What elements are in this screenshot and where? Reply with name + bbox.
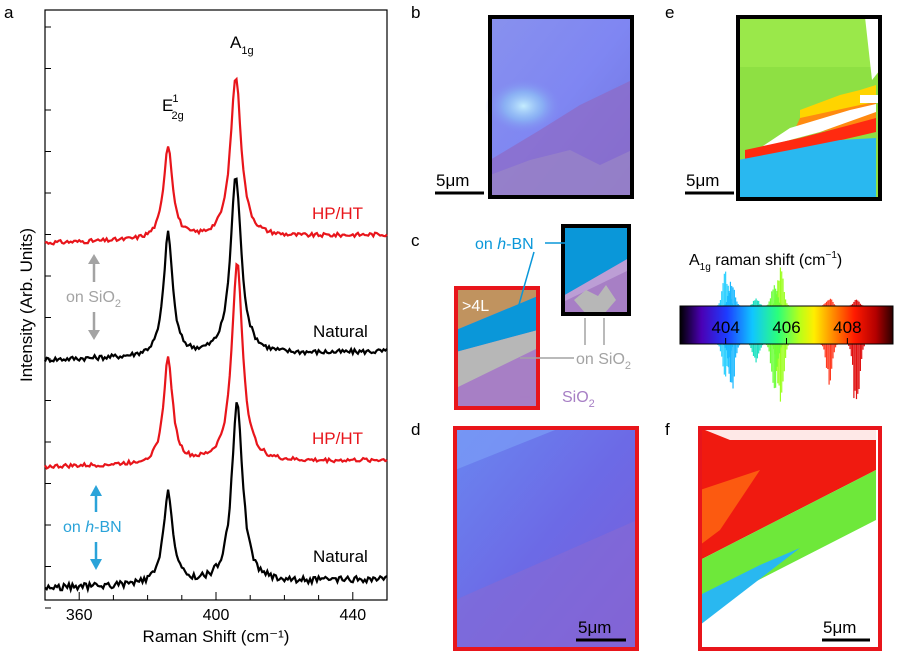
schematic-large: >4L bbox=[454, 286, 540, 410]
panel-label-e: e bbox=[665, 3, 674, 22]
series-label-hphtv-top: HP/HT bbox=[312, 204, 363, 223]
schematic-small bbox=[561, 224, 631, 316]
panel-d: d 5μm bbox=[411, 420, 639, 651]
y-axis-label: Intensity (Arb. Units) bbox=[17, 228, 36, 382]
scalebar-label-f: 5μm bbox=[823, 618, 856, 637]
y-axis-ticks bbox=[45, 26, 51, 609]
panel-label-d: d bbox=[411, 420, 420, 439]
map-f-white-top bbox=[700, 428, 876, 440]
series-label-natural-top: Natural bbox=[313, 322, 368, 341]
map-e-white-gap bbox=[760, 104, 876, 148]
peak-label-a1g: A1g bbox=[230, 33, 254, 57]
flake-lower bbox=[490, 150, 632, 197]
optical-d-band-bottom bbox=[455, 520, 637, 649]
map-f-red bbox=[700, 428, 876, 560]
annotation-on-sio2: on SiO2 bbox=[66, 254, 121, 340]
series-label-hpht-bottom: HP/HT bbox=[312, 429, 363, 448]
label-on-sio2: on SiO2 bbox=[576, 351, 631, 372]
optical-d-band-top bbox=[455, 428, 560, 470]
frame-d bbox=[453, 426, 639, 651]
colorbar-title: A1g raman shift (cm−1) bbox=[689, 250, 842, 273]
frame-b bbox=[488, 15, 634, 199]
scalebar-label-b: 5μm bbox=[436, 171, 469, 190]
panel-c: c >4L on h-BN on SiO2 SiO2 bbox=[411, 224, 631, 410]
leader-hbn-down bbox=[509, 251, 535, 337]
x-axis-label: Raman Shift (cm⁻¹) bbox=[143, 627, 290, 646]
peak-label-e2g: E1 2g bbox=[162, 93, 184, 122]
map-f-orange bbox=[700, 470, 760, 545]
spectrum-line bbox=[44, 262, 388, 470]
map-e-blank-corner bbox=[860, 95, 880, 103]
frame-e bbox=[736, 15, 882, 201]
colorbar-ticks: 404 406 408 bbox=[711, 318, 862, 344]
colorbar-tick-label: 408 bbox=[833, 318, 861, 337]
map-e-red bbox=[745, 118, 876, 162]
label-on-hbn: on h-BN bbox=[475, 236, 534, 253]
map-e-blue bbox=[738, 138, 876, 199]
panel-label-c: c bbox=[411, 231, 420, 250]
annotation-on-hbn: on h-BN bbox=[63, 485, 122, 570]
colorbar-tick-label: 406 bbox=[772, 318, 800, 337]
spectrum-line bbox=[44, 76, 388, 246]
x-axis-ticks: 360 400 440 bbox=[44, 592, 388, 624]
svg-text:on h-BN: on h-BN bbox=[63, 519, 122, 536]
x-tick-label: 360 bbox=[66, 607, 93, 624]
scalebar-label-e: 5μm bbox=[686, 171, 719, 190]
map-f-blue-lower bbox=[700, 548, 800, 625]
svg-text:on SiO2: on SiO2 bbox=[66, 289, 121, 310]
x-tick-label: 400 bbox=[203, 607, 230, 624]
panel-a: a 360 400 440 Raman Shift (cm⁻¹) Intensity… bbox=[4, 3, 388, 646]
map-f-white-triangle bbox=[700, 535, 876, 649]
panel-b: b 5μm bbox=[411, 3, 634, 199]
spectrum-line bbox=[44, 177, 388, 364]
spectrum-line bbox=[44, 402, 388, 594]
label-multilayer: >4L bbox=[462, 298, 489, 315]
colorbar: A1g raman shift (cm−1) 404 406 408 bbox=[679, 250, 894, 402]
panel-label-a: a bbox=[4, 3, 14, 22]
map-e-green-top bbox=[738, 17, 880, 67]
panel-f: f 5μm bbox=[665, 420, 882, 651]
label-sio2: SiO2 bbox=[562, 389, 595, 410]
colorbar-tick-label: 404 bbox=[711, 318, 739, 337]
panel-e: e 5μm bbox=[665, 3, 882, 201]
panel-label-b: b bbox=[411, 3, 420, 22]
series-label-natural-bottom: Natural bbox=[313, 547, 368, 566]
panel-label-f: f bbox=[665, 420, 670, 439]
frame-f bbox=[698, 426, 882, 651]
x-tick-label: 440 bbox=[339, 607, 366, 624]
map-e-white-topright bbox=[865, 17, 880, 80]
scalebar-label-d: 5μm bbox=[578, 618, 611, 637]
spectra bbox=[44, 76, 388, 594]
